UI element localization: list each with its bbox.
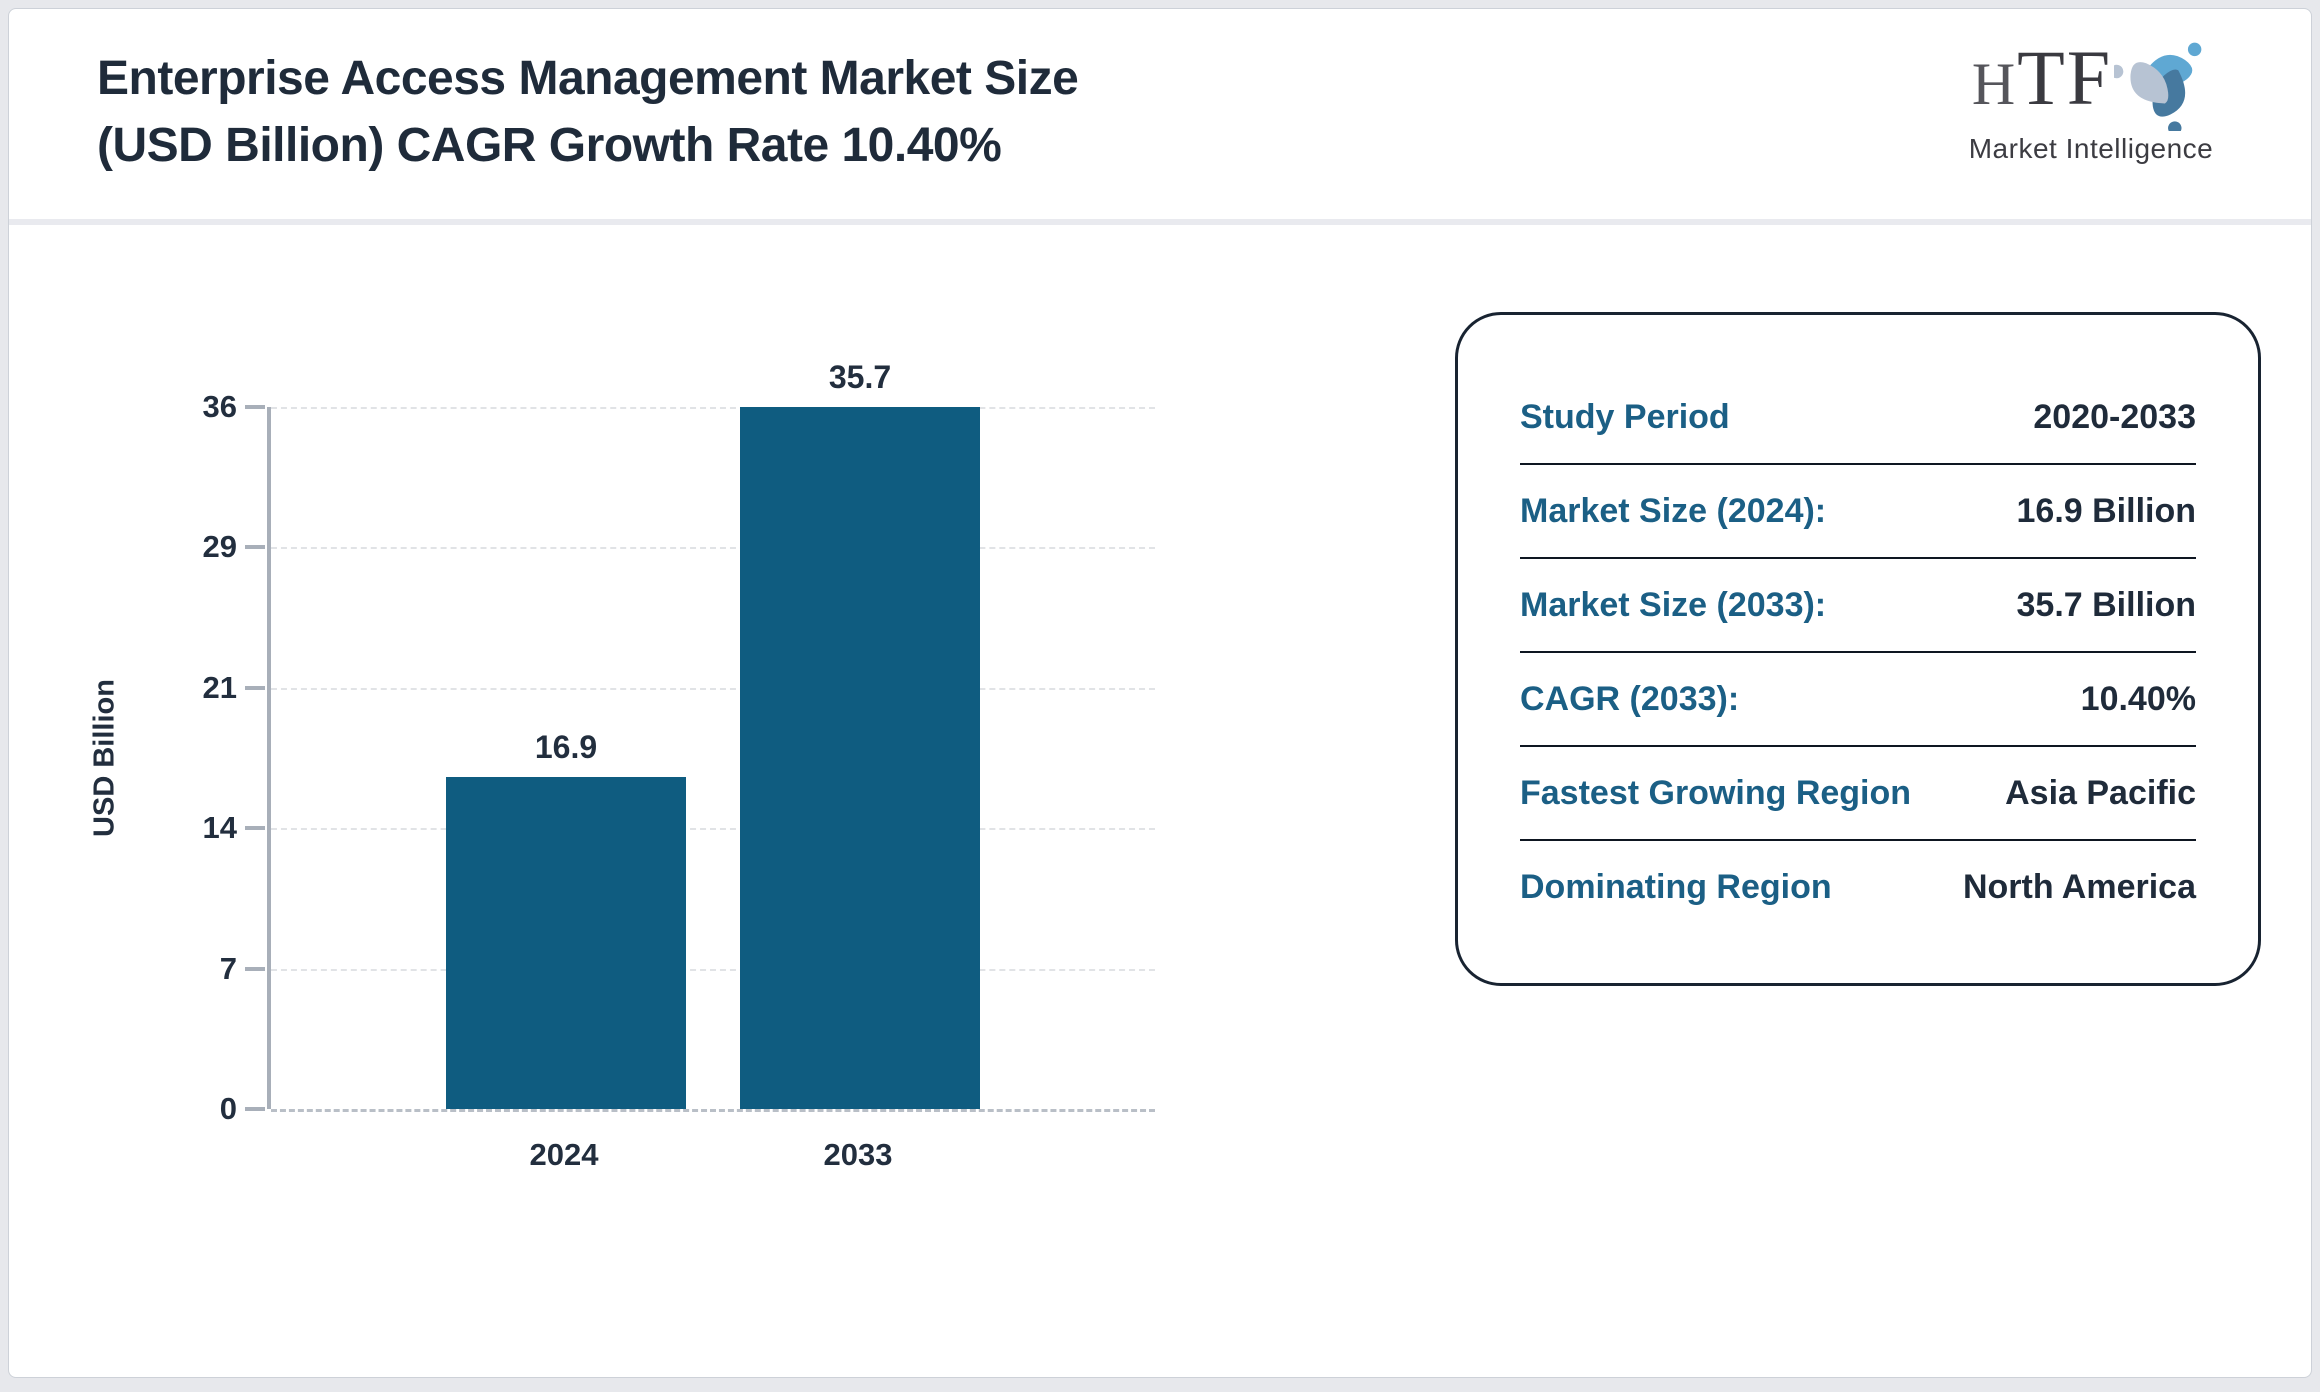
y-tick-label-21: 21 — [202, 669, 237, 705]
htf-logo-subtext: Market Intelligence — [1968, 133, 2214, 164]
gridline-7 — [271, 968, 1155, 971]
page-title: Enterprise Access Management Market Size… — [97, 45, 1079, 179]
y-axis-label: USD Billion — [88, 679, 121, 837]
panel-row-label: Dominating Region — [1520, 867, 1832, 906]
info-panel: Study Period 2020-2033 Market Size (2024):… — [1455, 312, 2261, 986]
x-tick-label-2024: 2024 — [529, 1137, 599, 1172]
panel-row: Market Size (2033): 35.7 Billion — [1520, 559, 2196, 653]
bar-2033 — [740, 407, 980, 1109]
y-tick-mark-14 — [245, 826, 265, 831]
y-tick-label-29: 29 — [202, 529, 237, 565]
y-tick-label-7: 7 — [219, 950, 237, 986]
gridline-36 — [271, 407, 1155, 409]
gridline-21 — [271, 687, 1155, 690]
panel-row: CAGR (2033): 10.40% — [1520, 653, 2196, 747]
bar-value-2033: 35.7 — [828, 359, 892, 395]
panel-row-value: North America — [1962, 867, 2196, 906]
y-tick-mark-21 — [245, 685, 265, 690]
panel-row: Study Period 2020-2033 — [1520, 371, 2196, 465]
y-tick-mark-29 — [245, 545, 265, 550]
panel-row-label: Market Size (2033): — [1520, 585, 1827, 624]
panel-row-value: 16.9 Billion — [2016, 491, 2197, 530]
gridline-0 — [271, 1109, 1155, 1112]
page-title-line2: (USD Billion) CAGR Growth Rate 10.40% — [97, 119, 1002, 172]
panel-row-value: 2020-2033 — [2033, 397, 2196, 436]
panel-row-label: Fastest Growing Region — [1520, 773, 1912, 812]
panel-row-value: Asia Pacific — [2005, 773, 2196, 812]
header-divider — [9, 219, 2311, 225]
panel-row-value: 35.7 Billion — [2016, 585, 2197, 624]
htf-logo: HTF Market Intelligence — [1961, 39, 2221, 165]
panel-row-label: Market Size (2024): — [1520, 491, 1827, 530]
report-card: Enterprise Access Management Market Size… — [8, 8, 2312, 1378]
y-tick-mark-7 — [245, 966, 265, 971]
y-tick-label-36: 36 — [202, 389, 237, 424]
panel-row-label: Study Period — [1520, 397, 1730, 436]
y-tick-label-14: 14 — [202, 810, 237, 846]
panel-row: Fastest Growing Region Asia Pacific — [1520, 747, 2196, 841]
htf-logo-text: HTF — [1972, 39, 2112, 123]
htf-logo-letters-tf: TF — [2017, 34, 2113, 121]
panel-row: Market Size (2024): 16.9 Billion — [1520, 465, 2196, 559]
panel-row: Dominating Region North America — [1520, 841, 2196, 933]
htf-logo-row: HTF — [1961, 39, 2221, 131]
page-title-line1: Enterprise Access Management Market Size — [97, 52, 1079, 105]
gridline-14 — [271, 828, 1155, 831]
htf-logo-letter-h: H — [1971, 51, 2018, 117]
panel-row-value: 10.40% — [2080, 679, 2196, 718]
y-tick-mark-0 — [245, 1107, 265, 1111]
bar-value-2024: 16.9 — [534, 728, 598, 765]
bar-2024 — [446, 776, 686, 1109]
gridline-29 — [271, 547, 1155, 550]
panel-row-label: CAGR (2033): — [1520, 679, 1740, 718]
htf-swirl-icon — [2114, 42, 2202, 131]
bar-chart-plot-area: 0 7 14 21 29 36 16.9 35.7 — [203, 359, 1155, 1126]
y-tick-mark-36 — [245, 405, 265, 409]
x-tick-label-2033: 2033 — [823, 1137, 893, 1172]
y-tick-label-0: 0 — [219, 1091, 237, 1126]
